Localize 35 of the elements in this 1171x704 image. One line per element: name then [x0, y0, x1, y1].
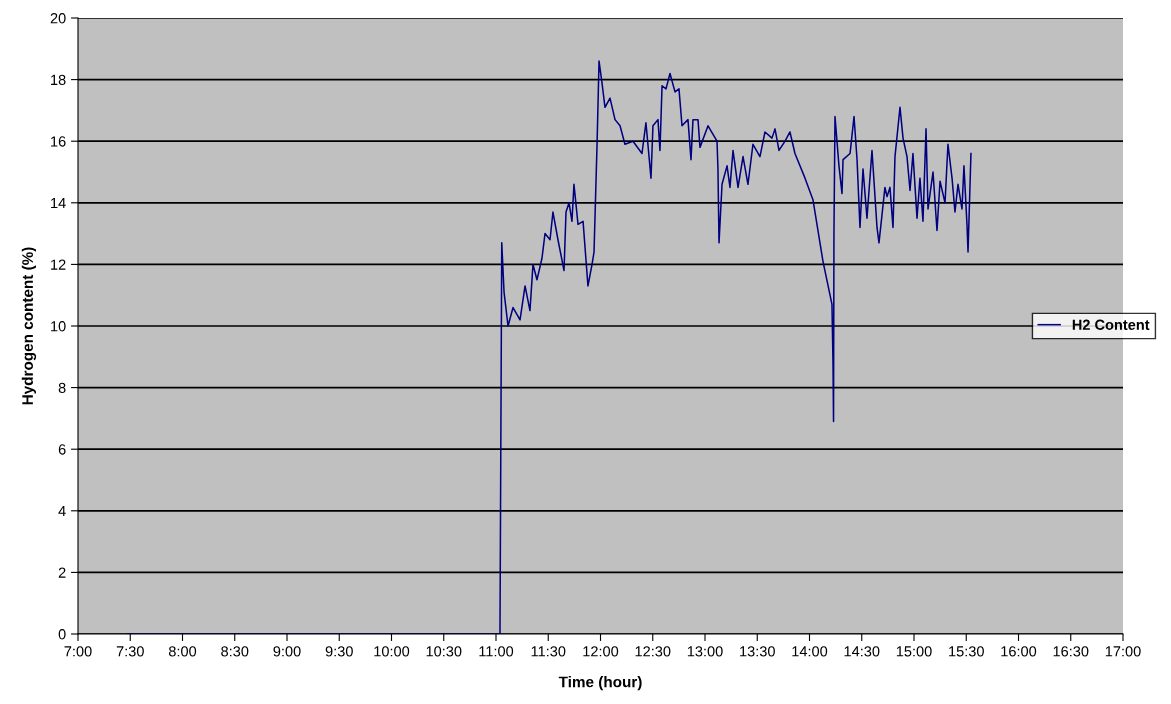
x-tick-label: 7:30: [116, 646, 144, 657]
x-tick-label: 12:00: [583, 646, 619, 657]
y-tick-label: 16: [51, 136, 66, 147]
x-tick-label: 16:30: [1053, 646, 1089, 657]
x-tick-label: 13:00: [687, 646, 723, 657]
y-tick-label: 18: [51, 74, 66, 86]
y-tick-label: 10: [51, 321, 66, 332]
y-tick-label: 6: [58, 444, 66, 455]
x-tick-label: 10:00: [374, 646, 410, 657]
x-tick-label: 14:30: [844, 646, 880, 657]
x-tick-label: 12:30: [635, 646, 671, 657]
x-tick-label: 16:00: [1001, 646, 1037, 657]
x-axis-title: Time (hour): [558, 676, 642, 691]
x-tick-label: 8:00: [168, 646, 197, 657]
x-tick-label: 7:00: [64, 646, 92, 657]
x-tick-label: 17:00: [1105, 646, 1141, 657]
y-tick-label: 0: [58, 629, 66, 640]
x-tick-label: 9:00: [273, 646, 301, 657]
y-tick-label: 20: [50, 13, 66, 24]
x-tick-label: 9:30: [325, 646, 353, 657]
x-tick-label: 15:30: [949, 646, 984, 657]
y-tick-label: 12: [51, 259, 66, 270]
x-tick-label: 15:00: [896, 646, 932, 657]
x-tick-label: 11:30: [531, 646, 566, 657]
y-tick-label: 4: [58, 506, 66, 517]
x-tick-label: 13:30: [740, 646, 775, 657]
x-tick-label: 14:00: [792, 646, 828, 657]
x-tick-label: 10:30: [426, 646, 462, 657]
legend-label: H2 Content: [1072, 319, 1150, 330]
y-tick-label: 14: [51, 198, 66, 209]
y-tick-label: 8: [58, 382, 66, 394]
x-tick-label: 11:00: [479, 646, 514, 657]
y-tick-label: 2: [58, 567, 66, 578]
y-axis-title: Hydrogen content (%): [21, 247, 37, 405]
x-tick-label: 8:30: [221, 646, 249, 657]
